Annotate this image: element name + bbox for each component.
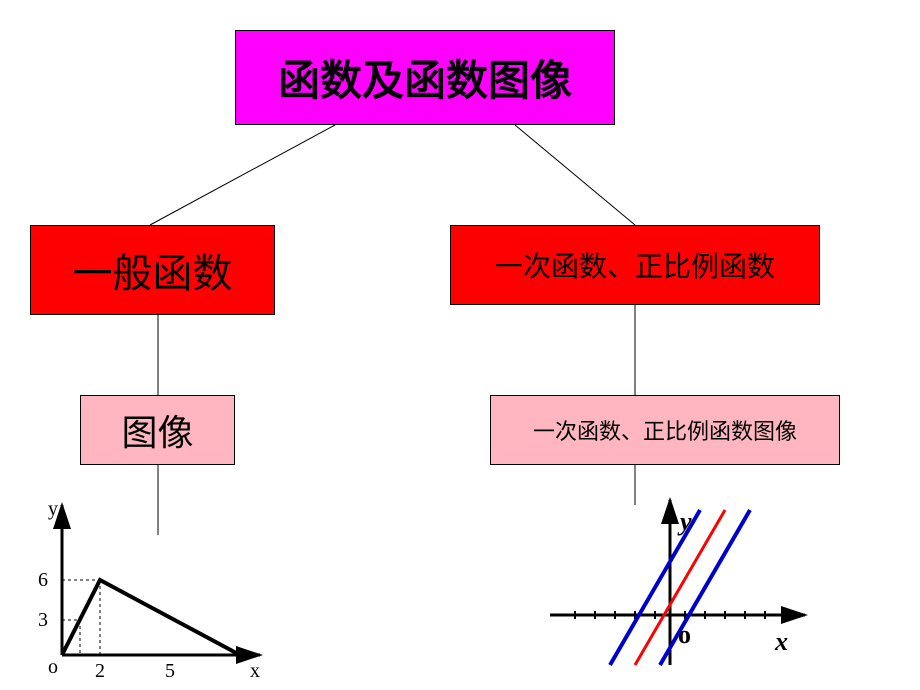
left-sub-box: 图像	[80, 395, 235, 465]
svg-text:o: o	[48, 656, 58, 678]
right-sub-text: 一次函数、正比例函数图像	[533, 414, 797, 446]
right-linear-chart: y x o	[535, 490, 845, 680]
title-box: 函数及函数图像	[235, 30, 615, 125]
left-function-chart: 3 6 2 5 y x o	[20, 495, 300, 680]
left-category-text: 一般函数	[73, 241, 233, 299]
svg-text:5: 5	[165, 660, 175, 680]
title-text: 函数及函数图像	[278, 47, 572, 108]
svg-text:y: y	[48, 498, 58, 520]
svg-text:2: 2	[95, 660, 105, 680]
svg-text:x: x	[774, 627, 788, 656]
right-category-box: 一次函数、正比例函数	[450, 225, 820, 305]
svg-text:3: 3	[38, 609, 48, 631]
left-category-box: 一般函数	[30, 225, 275, 315]
svg-text:y: y	[677, 507, 692, 536]
right-category-text: 一次函数、正比例函数	[495, 245, 775, 285]
right-sub-box: 一次函数、正比例函数图像	[490, 395, 840, 465]
svg-text:x: x	[250, 660, 260, 680]
svg-text:o: o	[678, 620, 691, 649]
left-sub-text: 图像	[121, 404, 193, 456]
svg-text:6: 6	[38, 569, 48, 591]
